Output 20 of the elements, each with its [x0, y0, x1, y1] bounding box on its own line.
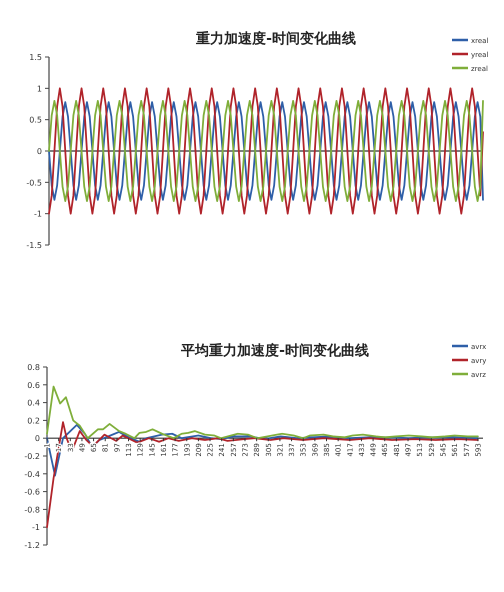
y-tick-label: -0.6 — [24, 488, 40, 497]
chart-title: 平均重力加速度-时间变化曲线 — [180, 342, 369, 359]
y-tick-label: -1.2 — [24, 541, 40, 550]
y-tick-label: 0.2 — [27, 416, 40, 426]
y-tick-label: 1.5 — [29, 53, 42, 62]
y-tick-label: 0.4 — [27, 398, 40, 408]
y-tick-label: -0.5 — [26, 178, 42, 188]
y-tick-label: 0.5 — [29, 116, 42, 125]
y-tick-label: 1 — [36, 84, 42, 94]
y-tick-label: -1.5 — [26, 241, 42, 250]
y-tick-label: -0.2 — [24, 452, 40, 461]
y-tick-label: -0.8 — [24, 505, 40, 514]
y-tick-label: -1 — [34, 210, 42, 219]
y-tick-label: 0.8 — [27, 363, 40, 372]
y-tick-label: 0 — [36, 147, 42, 156]
chart-title: 重力加速度-时间变化曲线 — [195, 30, 356, 47]
y-tick-label: 0 — [34, 434, 40, 444]
y-tick-label: 0.6 — [27, 380, 40, 390]
y-tick-label: -1 — [32, 523, 40, 532]
y-tick-label: -0.4 — [24, 470, 40, 479]
